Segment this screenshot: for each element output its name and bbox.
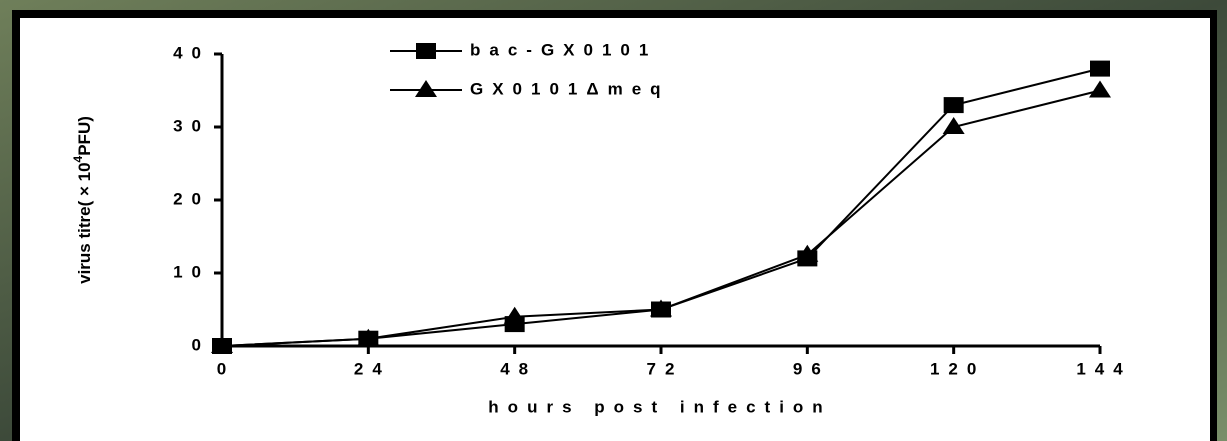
y-tick-label: 40	[173, 43, 210, 62]
data-point	[650, 299, 672, 317]
x-tick-label: 120	[930, 359, 985, 378]
legend-label: bac-GX0101	[470, 40, 657, 59]
data-point	[942, 117, 965, 134]
data-point	[503, 306, 526, 324]
x-tick-label: 48	[500, 359, 537, 378]
x-tick-label: 0	[217, 359, 235, 378]
x-axis-label: hours post infection	[488, 397, 831, 416]
x-tick-label: 96	[793, 359, 830, 378]
y-axis-label: virus titre( × 104PFU)	[71, 116, 94, 284]
y-tick-label: 20	[173, 189, 210, 208]
data-point	[796, 244, 819, 262]
y-label-suffix: PFU)	[75, 116, 94, 156]
data-point	[943, 97, 964, 114]
legend-marker	[416, 43, 436, 59]
y-tick-label: 0	[192, 335, 210, 354]
data-point	[211, 336, 233, 353]
data-point	[1089, 80, 1111, 98]
legend-marker	[415, 80, 437, 97]
x-tick-label: 24	[354, 359, 391, 378]
legend-label: GX0101Δmeq	[470, 79, 670, 98]
x-tick-label: 144	[1076, 359, 1131, 378]
y-tick-label: 30	[173, 116, 210, 135]
y-label-text: virus titre( × 10	[75, 162, 94, 283]
plot-panel	[20, 18, 1210, 441]
data-point	[357, 328, 380, 346]
y-label-superscript: 4	[71, 155, 85, 162]
data-point	[1090, 60, 1110, 77]
x-tick-label: 72	[647, 359, 684, 378]
y-tick-label: 10	[173, 262, 210, 281]
